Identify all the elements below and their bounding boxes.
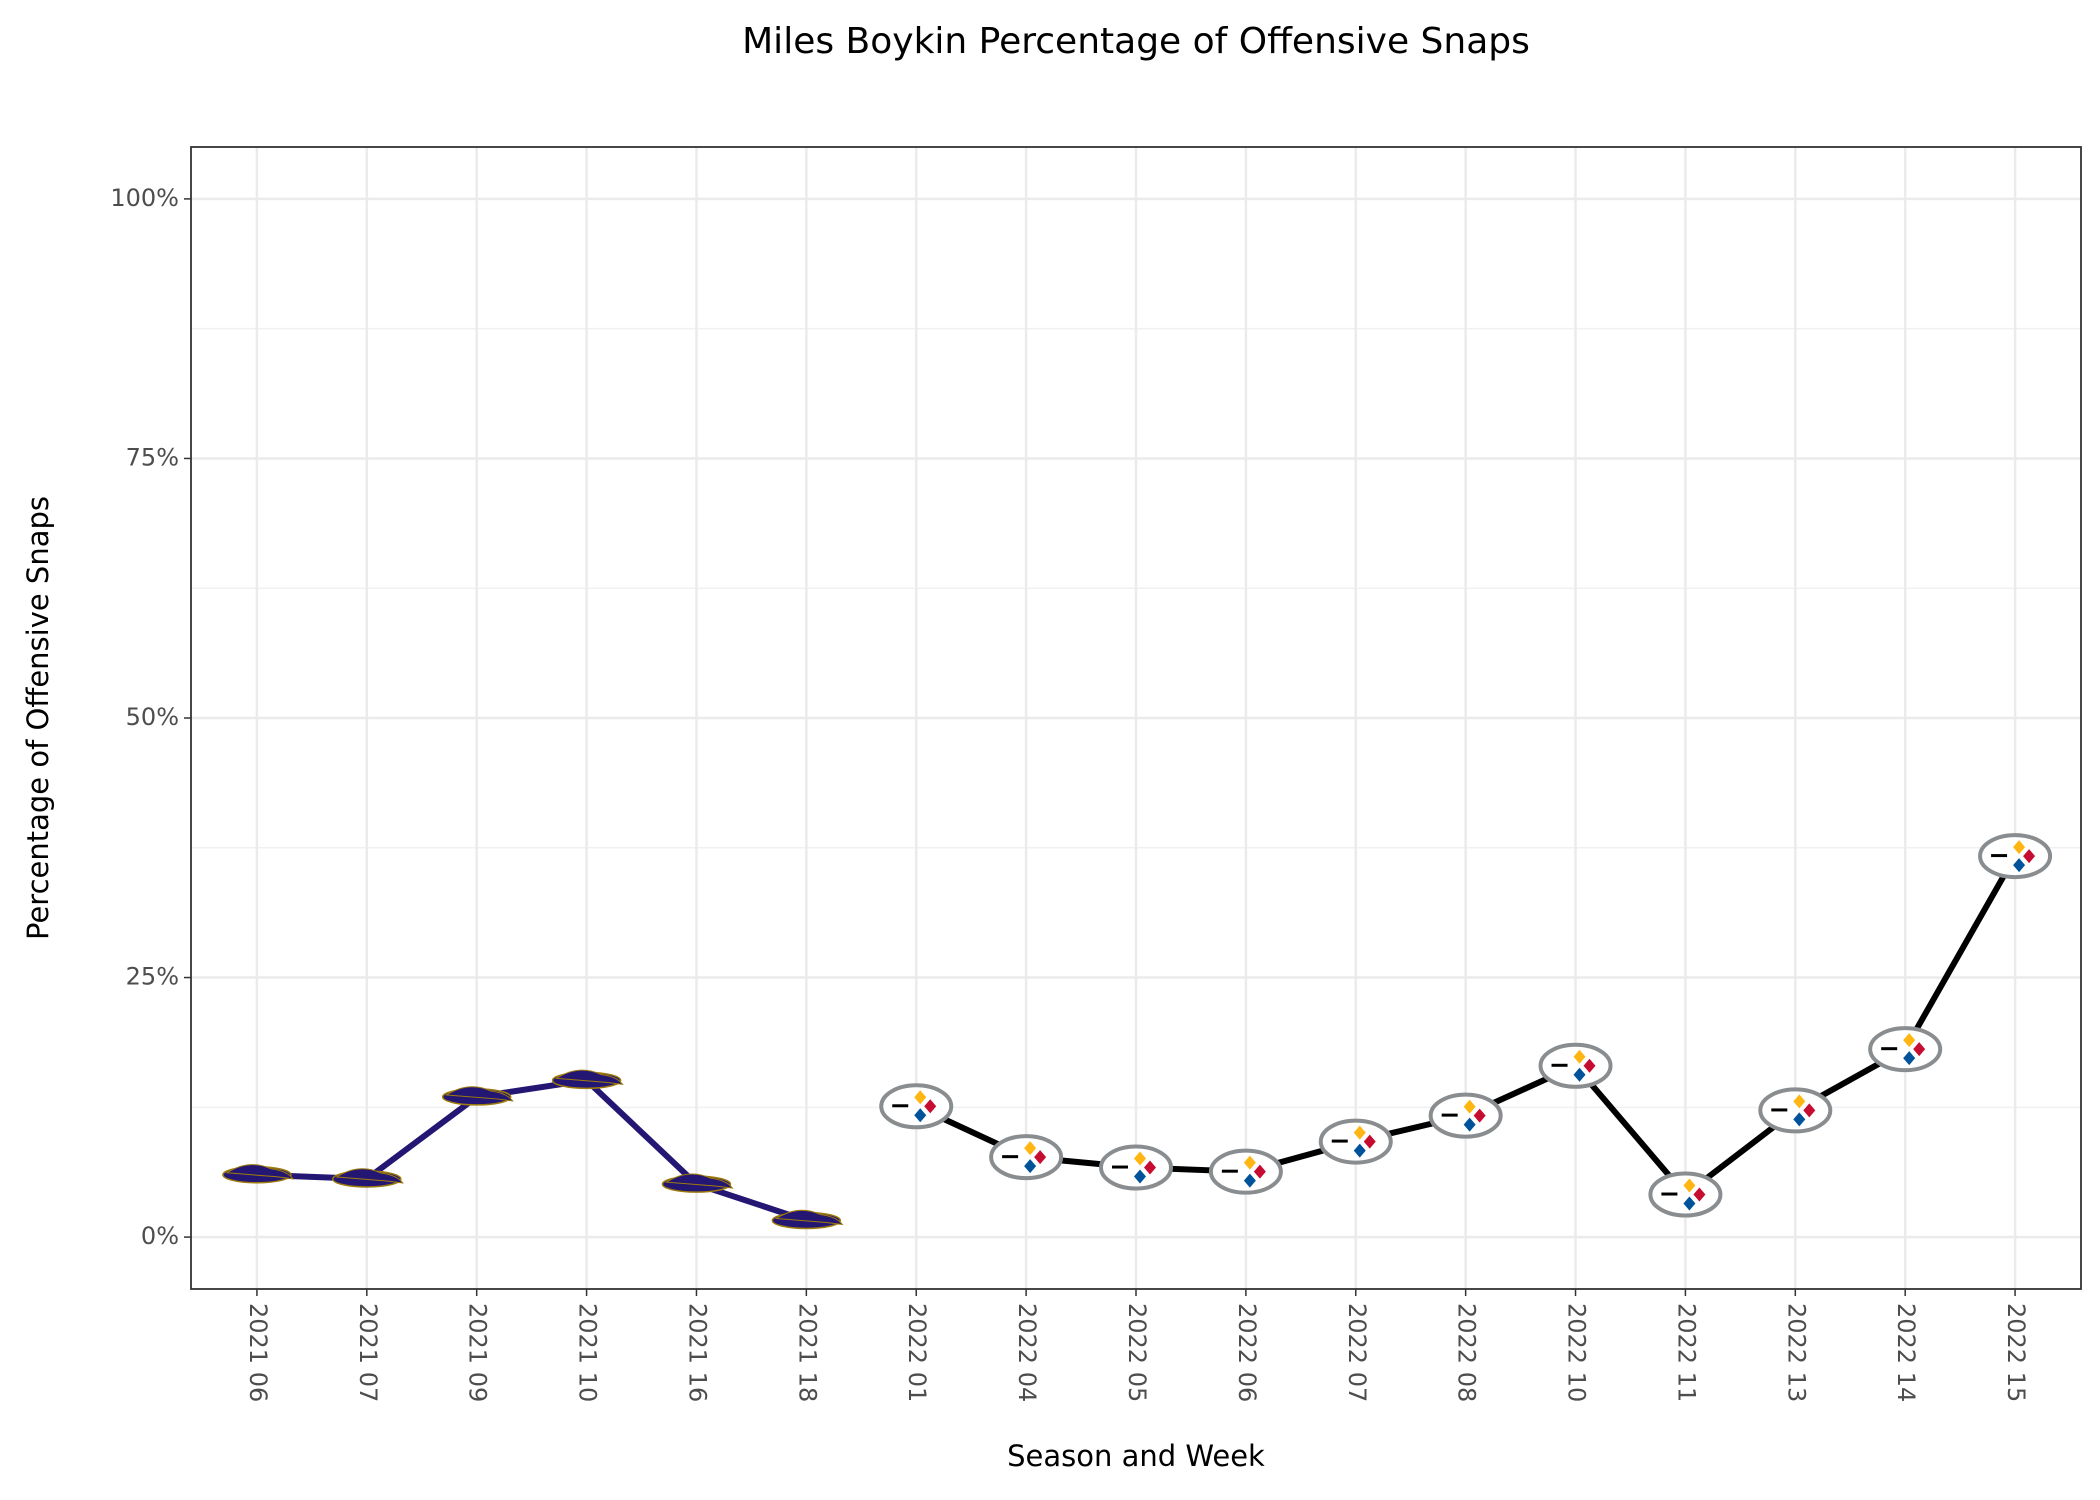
hypocycloid xyxy=(1913,1042,1926,1057)
steelers-logo xyxy=(879,1083,954,1130)
x-tick-label: 2022 11 xyxy=(1672,1303,1700,1402)
y-axis-title: Percentage of Offensive Snaps xyxy=(21,496,55,940)
wordmark xyxy=(1881,1047,1898,1051)
wordmark xyxy=(1112,1165,1128,1169)
raven-wing xyxy=(335,1168,404,1184)
chart-title: Miles Boykin Percentage of Offensive Sna… xyxy=(742,21,1530,62)
x-tick-label: 2022 01 xyxy=(903,1303,931,1402)
x-tick-label: 2022 13 xyxy=(1782,1303,1810,1402)
panel-border xyxy=(190,146,2082,1290)
hypocycloid xyxy=(1144,1160,1156,1175)
x-axis-title: Season and Week xyxy=(1007,1439,1265,1473)
hypocycloid xyxy=(1803,1103,1816,1118)
hypocycloid xyxy=(1353,1143,1366,1158)
y-tick-label: 100% xyxy=(110,184,179,212)
x-tick-label: 2022 04 xyxy=(1013,1303,1041,1402)
x-tick-label: 2022 10 xyxy=(1563,1303,1591,1402)
y-tick-label: 0% xyxy=(141,1222,179,1250)
raven-wing xyxy=(555,1069,624,1085)
x-tick-label: 2022 06 xyxy=(1233,1303,1261,1402)
steelers-logo xyxy=(1648,1171,1723,1218)
x-tick-label: 2022 07 xyxy=(1343,1303,1371,1402)
x-tick-label: 2021 18 xyxy=(793,1303,821,1402)
hypocycloid xyxy=(914,1108,927,1123)
raven-wing xyxy=(225,1164,295,1180)
steelers-logo xyxy=(1099,1144,1173,1191)
wordmark xyxy=(1441,1113,1458,1117)
hypocycloid xyxy=(1463,1099,1476,1114)
hypocycloid xyxy=(1363,1134,1376,1149)
x-tick-label: 2021 07 xyxy=(354,1303,382,1402)
y-tick-label: 75% xyxy=(126,443,179,471)
steelers-logo xyxy=(1868,1026,1943,1073)
hypocycloid xyxy=(1903,1033,1916,1048)
hypocycloid xyxy=(1034,1150,1047,1165)
steelers-logo xyxy=(1538,1042,1613,1089)
hypocycloid xyxy=(1903,1051,1916,1066)
x-tick-label: 2022 08 xyxy=(1453,1303,1481,1402)
y-tick-label: 25% xyxy=(126,963,179,991)
hypocycloid xyxy=(1353,1125,1366,1140)
hypocycloid xyxy=(1024,1141,1037,1156)
hypocycloid xyxy=(1793,1094,1806,1109)
wordmark xyxy=(1991,854,2008,858)
steelers-logo xyxy=(1428,1092,1503,1139)
hypocycloid xyxy=(1473,1108,1486,1123)
wordmark xyxy=(1551,1063,1568,1067)
steelers-logo xyxy=(1318,1118,1393,1165)
hypocycloid xyxy=(1693,1187,1706,1202)
hypocycloid xyxy=(1134,1169,1146,1184)
x-tick-label: 2022 05 xyxy=(1123,1303,1151,1402)
steelers-logo xyxy=(989,1134,1064,1181)
wordmark xyxy=(1002,1155,1019,1159)
hypocycloid xyxy=(1243,1155,1256,1170)
x-tick-label: 2021 16 xyxy=(683,1303,711,1402)
hypocycloid xyxy=(1683,1178,1696,1193)
raven-wing xyxy=(774,1209,844,1226)
hypocycloid xyxy=(1583,1058,1596,1073)
x-tick-label: 2021 10 xyxy=(574,1303,602,1402)
steelers-logo xyxy=(1758,1087,1833,1134)
wordmark xyxy=(1661,1192,1678,1196)
hypocycloid xyxy=(914,1090,927,1105)
steelers-logo xyxy=(1208,1148,1283,1195)
x-tick-label: 2022 15 xyxy=(2002,1303,2030,1402)
x-tick-label: 2021 06 xyxy=(244,1303,272,1402)
hypocycloid xyxy=(1573,1067,1586,1082)
steelers-logo xyxy=(1978,833,2053,880)
hypocycloid xyxy=(1463,1117,1476,1132)
hypocycloid xyxy=(2013,840,2026,855)
wordmark xyxy=(1331,1139,1348,1143)
hypocycloid xyxy=(1243,1173,1256,1188)
y-tick-label: 50% xyxy=(126,703,179,731)
hypocycloid xyxy=(1253,1164,1266,1179)
x-tick-label: 2022 14 xyxy=(1892,1303,1920,1402)
wordmark xyxy=(892,1104,909,1108)
raven-wing xyxy=(664,1173,734,1189)
x-tick-label: 2021 09 xyxy=(464,1303,492,1402)
hypocycloid xyxy=(1683,1196,1696,1211)
hypocycloid xyxy=(2013,858,2026,873)
hypocycloid xyxy=(2023,849,2036,864)
hypocycloid xyxy=(924,1099,937,1114)
wordmark xyxy=(1771,1108,1788,1112)
hypocycloid xyxy=(1134,1151,1146,1166)
hypocycloid xyxy=(1573,1049,1586,1064)
raven-wing xyxy=(445,1086,514,1102)
hypocycloid xyxy=(1024,1159,1037,1174)
hypocycloid xyxy=(1793,1112,1806,1127)
wordmark xyxy=(1221,1169,1238,1173)
